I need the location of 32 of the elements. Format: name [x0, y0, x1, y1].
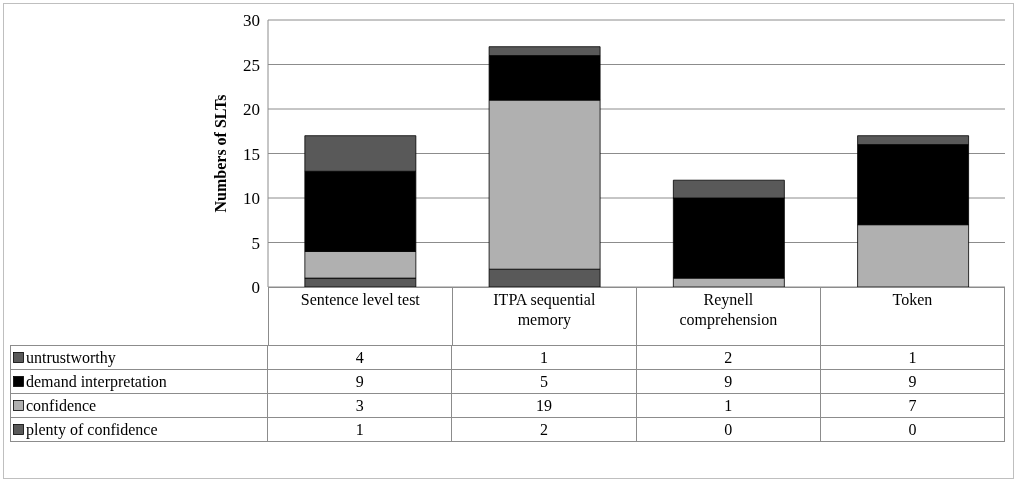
data-label: 7	[820, 394, 1005, 417]
data-label: 2	[452, 418, 637, 441]
data-label: 0	[820, 418, 1005, 441]
y-tick-label: 15	[243, 144, 260, 164]
data-label: 1	[636, 394, 821, 417]
y-tick-label: 0	[251, 278, 260, 298]
y-tick-label: 10	[243, 189, 260, 209]
y-tick-label: 5	[251, 233, 260, 253]
legend-label: untrustworthy	[26, 348, 116, 367]
data-label: 5	[452, 370, 637, 393]
x-tick-label: Token	[892, 290, 933, 310]
y-tick-label: 25	[243, 55, 260, 75]
data-label: 2	[636, 346, 821, 369]
x-tick-label: ITPA sequential memory	[492, 290, 597, 330]
data-label: 1	[268, 418, 453, 441]
y-axis-title: Numbers of SLTs	[211, 94, 229, 213]
legend-label: demand interpretation	[26, 372, 167, 391]
data-label: 0	[636, 418, 821, 441]
data-label: 19	[452, 394, 637, 417]
data-label: 3	[268, 394, 453, 417]
y-tick-label: 30	[243, 11, 260, 31]
data-label: 9	[268, 370, 453, 393]
data-label: 4	[268, 346, 453, 369]
legend-label: plenty of confidence	[26, 420, 158, 439]
x-tick-label: Sentence level test	[300, 290, 420, 310]
y-tick-label: 20	[243, 100, 260, 120]
x-tick-label: Reynell comprehension	[678, 290, 779, 330]
data-label: 9	[636, 370, 821, 393]
data-label: 1	[452, 346, 637, 369]
data-label: 1	[820, 346, 1005, 369]
legend-label: confidence	[26, 396, 97, 415]
data-label: 9	[820, 370, 1005, 393]
